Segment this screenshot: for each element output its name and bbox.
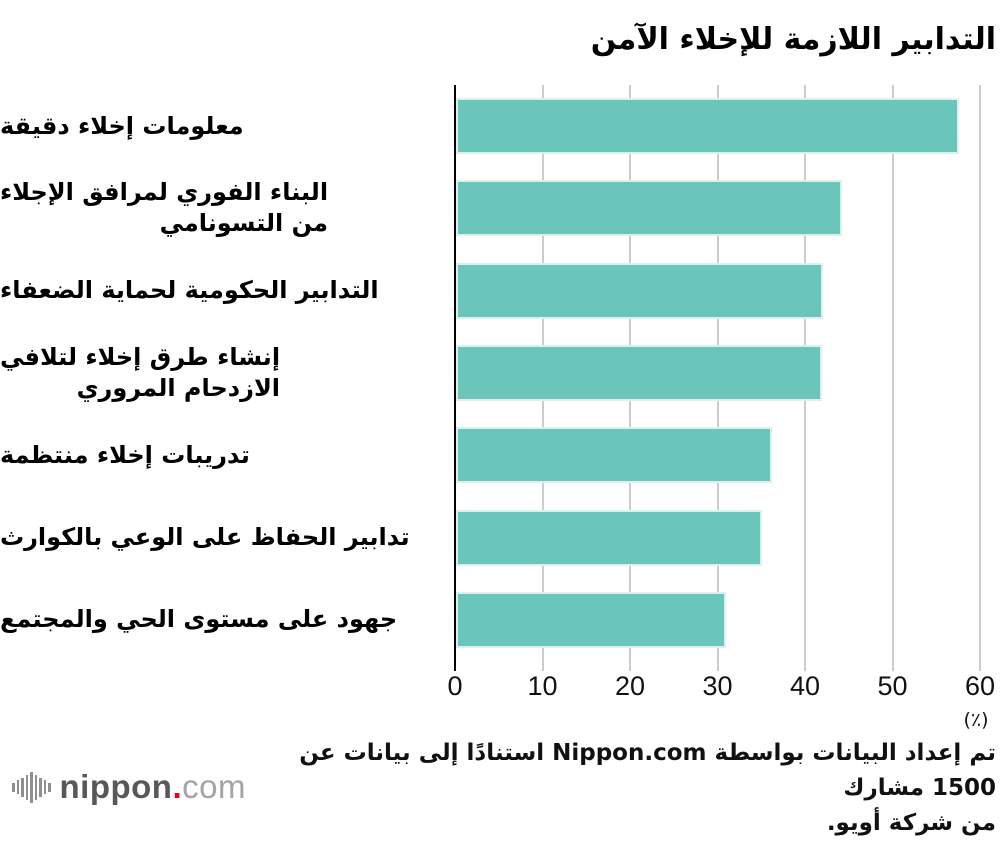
x-tick-label-60: 60 [964,671,996,701]
x-tick-label-30: 30 [702,671,733,701]
bar-label-5: تدابير الحفاظ على الوعي بالكوارث [0,496,447,578]
x-tick-label-50: 50 [877,671,908,701]
bar-4 [456,427,772,484]
nippon-logo-text: nippon.com [60,768,246,806]
gridline-x60 [979,85,981,671]
bar-label-3: إنشاء طرق إخلاء لتلافي الازدحام المروري [0,332,447,414]
bar-label-text: البناء الفوري لمرافق الإجلاء من التسونام… [0,178,329,238]
bar-label-1: البناء الفوري لمرافق الإجلاء من التسونام… [0,167,447,249]
nippon-logo: nippon.com [12,764,246,810]
y-axis-line [454,85,456,671]
bar-3 [456,345,822,401]
bar-label-text: تدابير الحفاظ على الوعي بالكوارث [0,522,410,551]
source-note-line2: من شركة أويو. [826,810,996,836]
bar-label-text: معلومات إخلاء دقيقة [0,111,244,140]
axis-unit-label: (٪) [963,709,989,731]
source-note-line1: تم إعداد البيانات بواسطة Nippon.com استن… [299,740,996,801]
bar-2 [456,262,823,319]
chart-title: التدابير اللازمة للإخلاء الآمن [590,22,996,58]
x-tick-label-40: 40 [789,671,821,701]
soundwave-bars-icon [12,767,51,807]
bar-label-0: معلومات إخلاء دقيقة [0,85,447,167]
x-tick-label-20: 20 [614,671,646,701]
logo-red-dot: . [172,768,183,805]
bar-6 [456,591,727,648]
bar-label-text: إنشاء طرق إخلاء لتلافي الازدحام المروري [0,342,281,402]
bar-label-2: التدابير الحكومية لحماية الضعفاء [0,250,447,332]
bar-label-text: التدابير الحكومية لحماية الضعفاء [0,276,379,305]
gridline-x50 [891,85,894,671]
source-note: تم إعداد البيانات بواسطة Nippon.com استن… [240,736,996,841]
bar-chart: 0 10 20 30 40 50 60 (٪) معلومات إخلاء دقيقة البنا… [0,85,996,731]
x-tick-label-10: 10 [527,671,558,701]
bar-1 [456,180,842,237]
bar-label-text: جهود على مستوى الحي والمجتمع [0,605,398,634]
bar-label-text: تدريبات إخلاء منتظمة [0,440,250,469]
logo-word-nippon: nippon [59,768,173,805]
bar-label-6: جهود على مستوى الحي والمجتمع [0,579,447,661]
logo-word-com: com [182,768,246,805]
bar-0 [456,98,960,155]
bar-5 [456,509,763,566]
bar-label-4: تدريبات إخلاء منتظمة [0,414,447,496]
x-tick-label-0: 0 [447,671,463,701]
